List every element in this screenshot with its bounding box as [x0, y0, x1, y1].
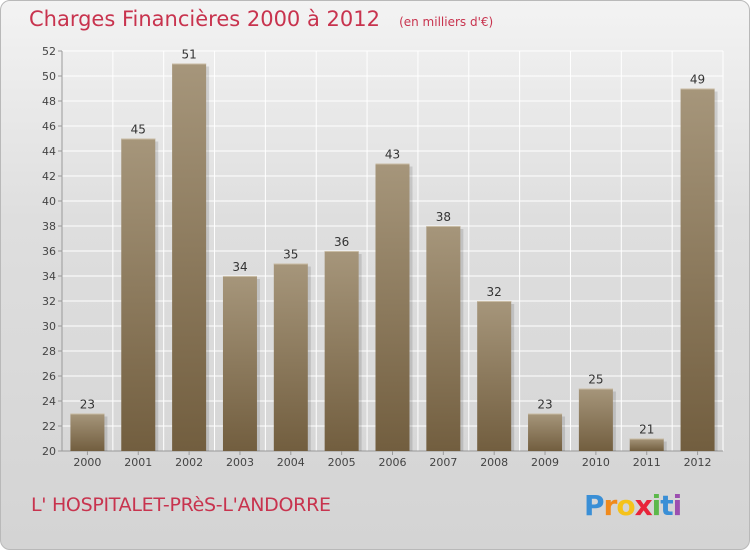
x-tick-label-2004: 2004 [277, 456, 305, 469]
y-tick-label: 34 [42, 270, 56, 283]
value-label-2006: 43 [385, 148, 400, 162]
logo-letter: t [660, 489, 673, 522]
value-label-2003: 34 [232, 260, 247, 274]
y-tick-label: 22 [42, 420, 56, 433]
x-tick-label-2003: 2003 [226, 456, 254, 469]
y-tick-label: 46 [42, 120, 56, 133]
bar-2004 [273, 263, 308, 451]
logo-letter: P [584, 489, 605, 522]
value-label-2007: 38 [436, 210, 451, 224]
y-tick-label: 32 [42, 295, 56, 308]
bar-2000 [70, 413, 105, 451]
y-tick-label: 30 [42, 320, 56, 333]
value-label-2012: 49 [690, 73, 705, 87]
x-tick-label-2007: 2007 [429, 456, 457, 469]
x-tick-label-2002: 2002 [175, 456, 203, 469]
logo-letter: i [651, 489, 662, 522]
y-tick-label: 20 [42, 445, 56, 458]
chart-subtitle: (en milliers d'€) [399, 15, 494, 29]
logo-letter: o [616, 489, 635, 522]
value-label-2010: 25 [588, 373, 603, 387]
y-tick-label: 36 [42, 245, 56, 258]
x-tick-label-2011: 2011 [633, 456, 661, 469]
bar-2010 [578, 388, 613, 451]
value-label-2000: 23 [80, 398, 95, 412]
bar-2007 [426, 226, 461, 451]
chart-title-block: Charges Financières 2000 à 2012 (en mill… [29, 7, 493, 31]
logo-letter: x [634, 489, 653, 522]
bar-2006 [375, 163, 410, 451]
value-label-2008: 32 [487, 285, 502, 299]
bar-2001 [121, 138, 156, 451]
bar-2011 [629, 438, 664, 451]
bar-2012 [680, 88, 715, 451]
y-tick-label: 38 [42, 220, 56, 233]
x-tick-label-2012: 2012 [684, 456, 712, 469]
y-tick-label: 26 [42, 370, 56, 383]
value-label-2002: 51 [181, 48, 196, 62]
value-label-2005: 36 [334, 235, 349, 249]
label-layer: 20 22 24 26 28 30 32 34 36 38 40 42 44 46 48 50 52 23 2000… [42, 45, 712, 469]
bar-layer [70, 63, 718, 451]
x-tick-label-2001: 2001 [124, 456, 152, 469]
y-tick-label: 24 [42, 395, 56, 408]
x-tick-label-2006: 2006 [379, 456, 407, 469]
value-label-2001: 45 [131, 123, 146, 137]
logo-letter: r [603, 489, 618, 522]
x-tick-label-2010: 2010 [582, 456, 610, 469]
x-tick-label-2009: 2009 [531, 456, 559, 469]
bar-2009 [528, 413, 563, 451]
bar-2003 [222, 276, 257, 451]
y-tick-label: 42 [42, 170, 56, 183]
x-tick-label-2005: 2005 [328, 456, 356, 469]
bar-2005 [324, 251, 359, 451]
y-tick-label: 50 [42, 70, 56, 83]
bar-2008 [477, 301, 512, 451]
y-tick-label: 44 [42, 145, 56, 158]
location-name: L' HOSPITALET-PRèS-L'ANDORRE [31, 494, 331, 516]
proxiti-logo: Proxiti [584, 489, 683, 522]
value-label-2011: 21 [639, 423, 654, 437]
y-tick-label: 28 [42, 345, 56, 358]
chart-title: Charges Financières 2000 à 2012 [29, 7, 380, 31]
bar-2002 [172, 63, 207, 451]
y-tick-label: 48 [42, 95, 56, 108]
value-label-2009: 23 [537, 398, 552, 412]
x-tick-label-2000: 2000 [73, 456, 101, 469]
x-tick-label-2008: 2008 [480, 456, 508, 469]
y-tick-label: 52 [42, 45, 56, 58]
logo-letter: i [672, 489, 683, 522]
value-label-2004: 35 [283, 248, 298, 262]
y-tick-label: 40 [42, 195, 56, 208]
